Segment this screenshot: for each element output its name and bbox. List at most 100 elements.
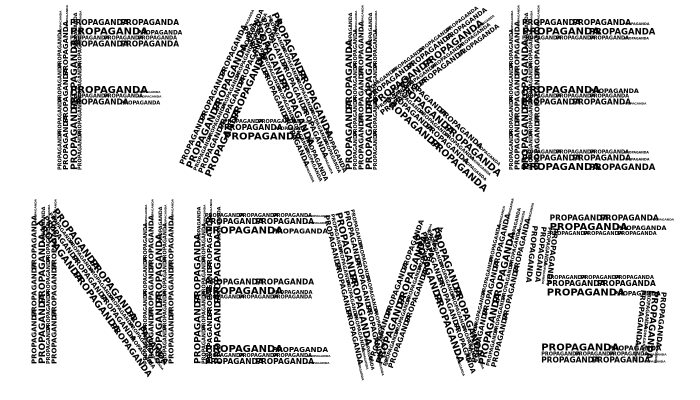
propaganda-word: PROPAGANDA	[541, 356, 600, 365]
propaganda-word: PROPAGANDA	[597, 279, 656, 288]
propaganda-word: PROPAGANDA	[46, 291, 52, 330]
propaganda-word: PROPAGANDA	[70, 35, 109, 41]
propaganda-word: PROPAGANDA	[653, 340, 659, 364]
propaganda-word: PROPAGANDA	[54, 198, 58, 222]
propaganda-word: PROPAGANDA	[542, 227, 552, 267]
propaganda-word: PROPAGANDA	[506, 197, 515, 221]
letter-a-fake: PROPAGANDAPROPAGANDAPROPAGANDAPROPAGANDA…	[177, 8, 348, 184]
propaganda-word: PROPAGANDA	[547, 275, 586, 281]
propaganda-word: PROPAGANDA	[47, 204, 51, 228]
propaganda-word: PROPAGANDA	[62, 20, 70, 75]
propaganda-word: PROPAGANDA	[642, 360, 666, 364]
propaganda-word: PROPAGANDA	[275, 126, 308, 131]
propaganda-word: PROPAGANDA	[209, 198, 213, 222]
letter-e-fake: PROPAGANDAPROPAGANDAPROPAGANDAPROPAGANDA…	[509, 4, 656, 173]
propaganda-word: PROPAGANDA	[633, 338, 639, 362]
propaganda-word: PROPAGANDA	[137, 90, 161, 94]
propaganda-word: PROPAGANDA	[46, 223, 52, 262]
propaganda-word: PROPAGANDA	[78, 131, 84, 170]
propaganda-word: PROPAGANDA	[642, 290, 652, 330]
propaganda-word: PROPAGANDA	[62, 115, 70, 170]
propaganda-word: PROPAGANDA	[522, 98, 581, 107]
propaganda-word: PROPAGANDA	[608, 345, 662, 353]
propaganda-word: PROPAGANDA	[51, 262, 59, 317]
propaganda-word: PROPAGANDA	[509, 29, 515, 68]
propaganda-word: PROPAGANDA	[206, 214, 214, 269]
propaganda-word: PROPAGANDA	[373, 131, 379, 170]
propaganda-word: PROPAGANDA	[137, 31, 183, 37]
propaganda-word: PROPAGANDA	[224, 132, 302, 143]
propaganda-word: PROPAGANDA	[214, 233, 224, 303]
propaganda-word: PROPAGANDA	[618, 231, 657, 237]
propaganda-word: PROPAGANDA	[529, 63, 535, 102]
propaganda-word: PROPAGANDA	[584, 231, 623, 237]
propaganda-word: PROPAGANDA	[497, 205, 506, 229]
propaganda-word: PROPAGANDA	[589, 28, 656, 38]
propaganda-word: PROPAGANDA	[206, 309, 214, 364]
propaganda-word: PROPAGANDA	[205, 213, 244, 219]
propaganda-word: PROPAGANDA	[617, 224, 667, 232]
propaganda-word: PROPAGANDA	[70, 100, 80, 170]
propaganda-word: PROPAGANDA	[615, 275, 654, 281]
propaganda-word: PROPAGANDA	[522, 27, 600, 38]
propaganda-word: PROPAGANDA	[239, 353, 278, 359]
propaganda-word: PROPAGANDA	[473, 346, 485, 370]
propaganda-word: PROPAGANDA	[307, 214, 331, 218]
propaganda-word: PROPAGANDA	[143, 223, 149, 262]
propaganda-word: PROPAGANDA	[556, 35, 595, 41]
propaganda-word: PROPAGANDA	[589, 87, 639, 95]
propaganda-word: PROPAGANDA	[533, 115, 541, 170]
letter-e-news: PROPAGANDAPROPAGANDAPROPAGANDAPROPAGANDA…	[194, 198, 331, 366]
propaganda-word: PROPAGANDA	[529, 29, 535, 68]
propaganda-word: PROPAGANDA	[205, 353, 244, 359]
propaganda-word: PROPAGANDA	[643, 353, 667, 357]
propaganda-word: PROPAGANDA	[70, 27, 148, 38]
propaganda-word: PROPAGANDA	[70, 39, 80, 109]
propaganda-word: PROPAGANDA	[600, 214, 659, 223]
propaganda-word: PROPAGANDA	[550, 231, 589, 237]
propaganda-word: PROPAGANDA	[46, 257, 52, 296]
propaganda-word: PROPAGANDA	[163, 291, 169, 330]
propaganda-word: PROPAGANDA	[273, 295, 312, 301]
propaganda-word: PROPAGANDA	[517, 210, 526, 234]
propaganda-word: PROPAGANDA	[78, 97, 84, 136]
propaganda-word: PROPAGANDA	[373, 63, 379, 102]
propaganda-word: PROPAGANDA	[205, 278, 264, 287]
propaganda-word: PROPAGANDA	[360, 346, 369, 370]
propaganda-word: PROPAGANDA	[205, 217, 264, 226]
propaganda-word: PROPAGANDA	[138, 35, 177, 41]
propaganda-word: PROPAGANDA	[550, 214, 609, 223]
propaganda-word: PROPAGANDA	[65, 4, 69, 28]
propaganda-word: PROPAGANDA	[590, 150, 629, 156]
letter-n-news: PROPAGANDAPROPAGANDAPROPAGANDAPROPAGANDA…	[31, 198, 176, 379]
propaganda-word: PROPAGANDA	[205, 286, 283, 297]
propaganda-word: PROPAGANDA	[272, 345, 329, 354]
propaganda-word: PROPAGANDA	[256, 278, 315, 287]
propaganda-word: PROPAGANDA	[62, 68, 70, 123]
propaganda-word: PROPAGANDA	[509, 97, 515, 136]
propaganda-word: PROPAGANDA	[592, 356, 651, 365]
propaganda-word: PROPAGANDA	[167, 309, 175, 364]
propaganda-word: PROPAGANDA	[34, 198, 38, 222]
propaganda-word: PROPAGANDA	[529, 97, 535, 136]
propaganda-word: PROPAGANDA	[147, 262, 155, 317]
propaganda-word: PROPAGANDA	[509, 63, 515, 102]
propaganda-word: PROPAGANDA	[58, 29, 64, 68]
propaganda-word: PROPAGANDA	[374, 10, 378, 34]
propaganda-word: PROPAGANDA	[623, 158, 650, 162]
propaganda-word: PROPAGANDA	[272, 290, 312, 296]
propaganda-word: PROPAGANDA	[521, 100, 531, 170]
propaganda-word: PROPAGANDA	[205, 357, 264, 366]
propaganda-word: PROPAGANDA	[357, 20, 365, 75]
propaganda-word: PROPAGANDA	[121, 18, 180, 27]
propaganda-word: PROPAGANDA	[70, 18, 129, 27]
propaganda-word: PROPAGANDA	[163, 223, 169, 262]
propaganda-word: PROPAGANDA	[306, 361, 330, 365]
propaganda-word: PROPAGANDA	[556, 150, 595, 156]
propaganda-word: PROPAGANDA	[70, 40, 129, 49]
propaganda-word: PROPAGANDA	[373, 29, 379, 68]
propaganda-word: PROPAGANDA	[522, 94, 561, 100]
propaganda-word: PROPAGANDA	[58, 131, 64, 170]
propaganda-word: PROPAGANDA	[573, 98, 632, 107]
letter-s-news: PROPAGANDAPROPAGANDAPROPAGANDAPROPAGANDA…	[524, 214, 675, 365]
